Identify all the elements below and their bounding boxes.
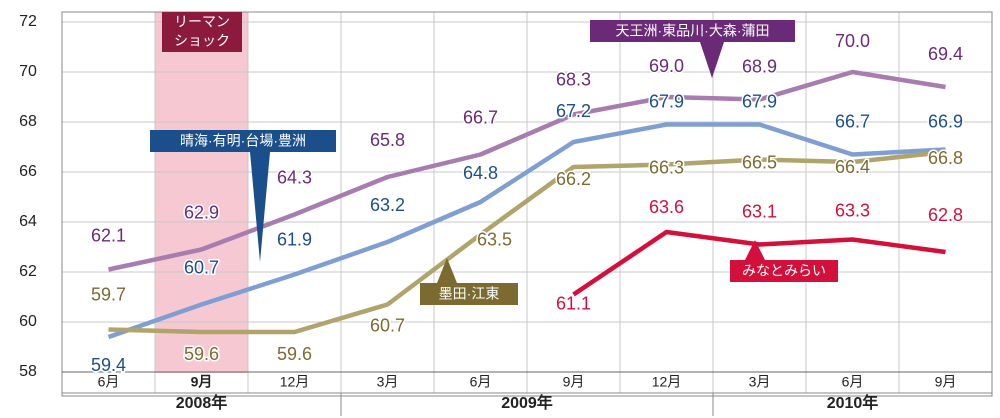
data-label: 63.5	[477, 229, 512, 249]
y-tick-label: 70	[19, 63, 37, 80]
data-label: 62.9	[184, 202, 219, 222]
data-label: 68.3	[556, 69, 591, 89]
x-tick-label: 6月	[98, 374, 120, 390]
data-label: 68.9	[742, 56, 777, 76]
data-label: 69.0	[649, 56, 684, 76]
data-label: 65.8	[370, 130, 405, 150]
data-label: 67.9	[742, 91, 777, 111]
data-label: 62.1	[91, 225, 126, 245]
y-tick-label: 62	[19, 263, 37, 280]
series-line	[108, 69, 946, 272]
data-label: 66.5	[742, 152, 777, 172]
highlight-band	[155, 12, 248, 373]
data-label: 70.0	[835, 31, 870, 51]
data-label: 60.7	[184, 257, 219, 277]
data-label: 66.7	[835, 111, 870, 131]
data-label: 63.6	[649, 197, 684, 217]
annotation: リーマン	[174, 14, 230, 30]
data-label: 69.4	[928, 44, 963, 64]
x-tick-label: 12月	[280, 374, 310, 390]
y-tick-label: 64	[19, 213, 37, 230]
data-label: 66.4	[835, 157, 870, 177]
data-label: 67.9	[649, 91, 684, 111]
x-tick-label: 12月	[652, 374, 682, 390]
data-label: 59.4	[91, 355, 126, 375]
y-tick-label: 60	[19, 313, 37, 330]
data-label: 60.7	[370, 315, 405, 335]
x-tick-label: 9月	[935, 374, 957, 390]
x-tick-label: 6月	[470, 374, 492, 390]
y-tick-label: 66	[19, 163, 37, 180]
callout-pointer	[700, 42, 724, 78]
data-label: 66.8	[928, 148, 963, 168]
data-label: 59.6	[277, 344, 312, 364]
legend-box	[730, 260, 838, 282]
legend-label: 晴海·有明·台場·豊洲	[180, 133, 306, 149]
data-label: 63.2	[370, 195, 405, 215]
x-tick-label: 6月	[842, 374, 864, 390]
annotation: ショック	[174, 33, 230, 49]
year-label: 2009年	[501, 393, 553, 412]
year-label: 2008年	[176, 393, 228, 412]
frame	[61, 11, 993, 397]
data-label: 66.2	[556, 169, 591, 189]
data-label: 66.3	[649, 157, 684, 177]
year-label: 2010年	[827, 393, 879, 412]
data-label: 61.9	[277, 229, 312, 249]
legend-label: 墨田·江東	[439, 286, 500, 302]
data-label: 63.1	[742, 201, 777, 221]
x-tick-label: 3月	[377, 374, 399, 390]
x-tick-label: 9月	[191, 374, 213, 390]
y-tick-label: 72	[19, 13, 37, 30]
data-label: 64.8	[463, 163, 498, 183]
x-tick-label: 3月	[749, 374, 771, 390]
series-line	[108, 149, 946, 335]
data-label: 67.2	[556, 101, 591, 121]
y-tick-label: 58	[19, 363, 37, 380]
legend-box	[150, 130, 336, 152]
y-tick-label: 68	[19, 113, 37, 130]
data-label: 59.7	[91, 284, 126, 304]
data-label: 63.3	[835, 200, 870, 220]
data-label: 61.1	[556, 293, 591, 313]
data-label: 62.8	[928, 205, 963, 225]
callout-pointer	[745, 240, 765, 260]
data-label: 66.9	[928, 111, 963, 131]
x-tick-label: 9月	[563, 374, 585, 390]
series-line	[107, 122, 946, 340]
series-line	[572, 229, 946, 297]
legend-label: 天王洲·東品川·大森·蒲田	[616, 23, 770, 39]
data-label: 64.3	[277, 167, 312, 187]
legend-box	[420, 283, 518, 305]
callout-pointer	[250, 152, 270, 262]
data-label: 59.6	[184, 344, 219, 364]
data-label: 66.7	[463, 107, 498, 127]
annotation-box	[162, 12, 242, 52]
legend-box	[590, 20, 795, 42]
callout-pointer	[437, 258, 457, 283]
legend-label: みなとみらい	[742, 263, 826, 279]
